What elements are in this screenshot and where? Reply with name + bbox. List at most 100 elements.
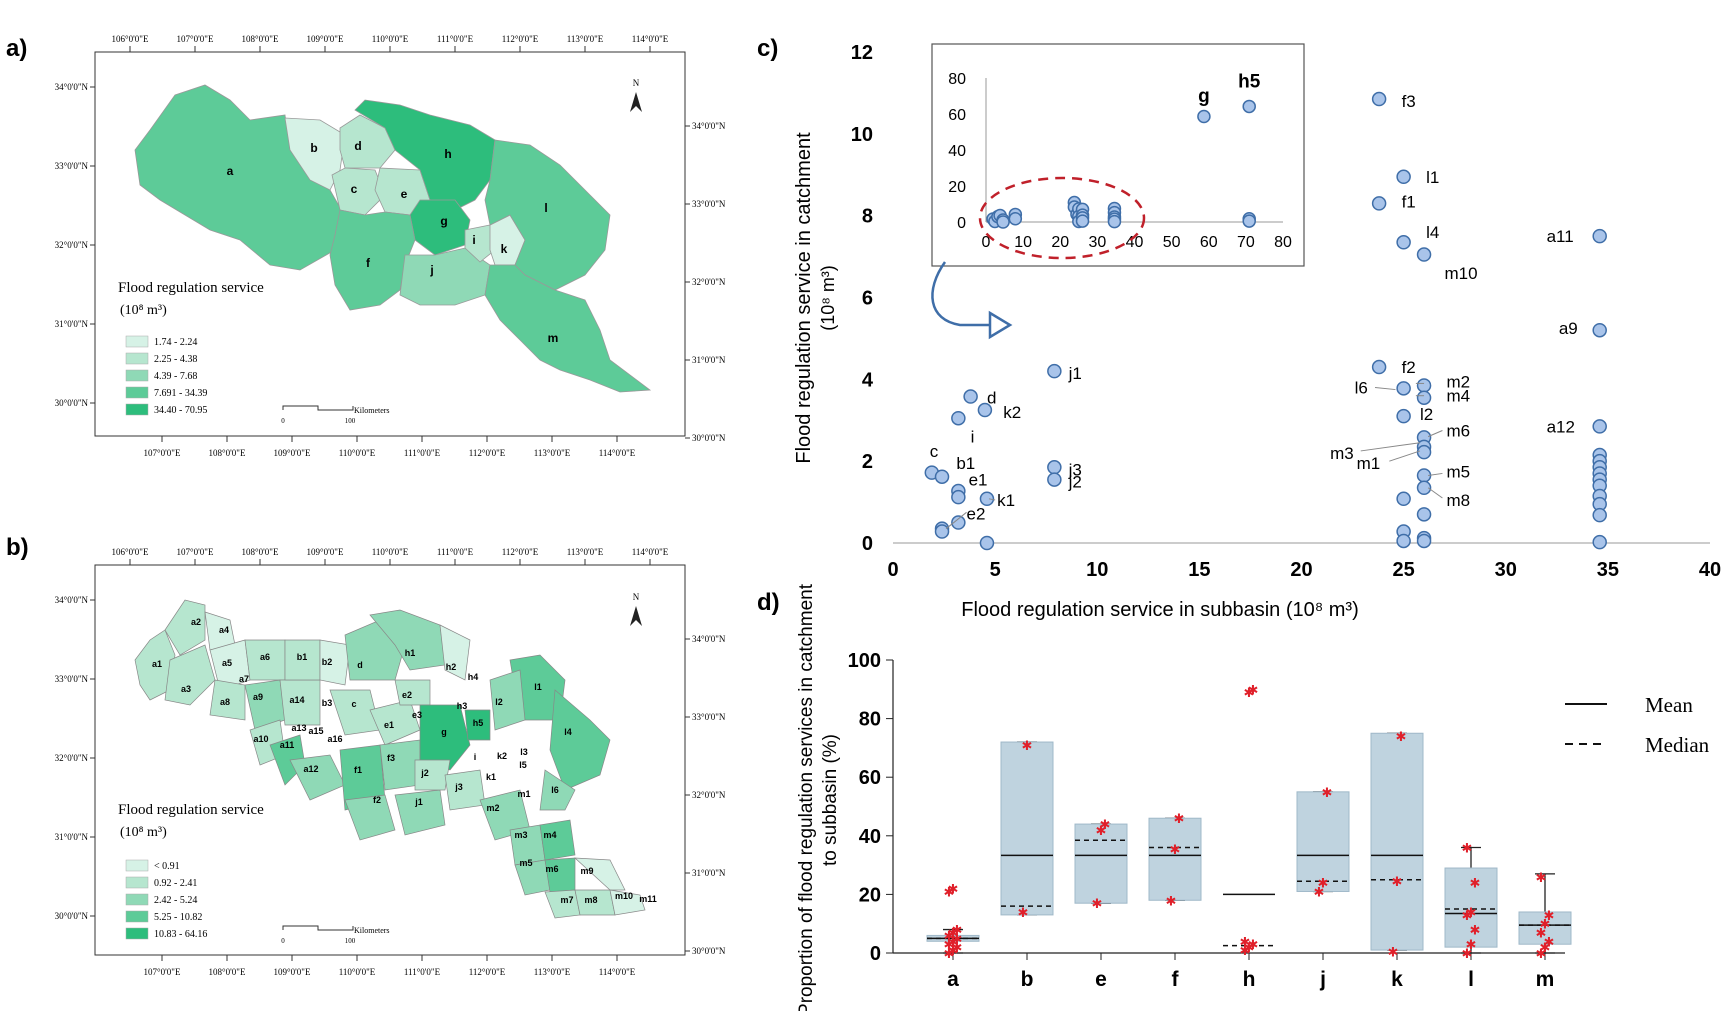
catchment-label: k2 bbox=[497, 751, 507, 761]
box-a: ✱✱✱✱✱✱✱✱✱✱✱ bbox=[926, 882, 980, 961]
catchment-j3 bbox=[444, 769, 486, 811]
point-label: c bbox=[930, 442, 939, 461]
inset-scatter-point bbox=[1197, 109, 1211, 124]
point-label: e1 bbox=[969, 471, 988, 490]
catchment-j1 bbox=[394, 789, 446, 836]
data-point-marker: ✱ bbox=[952, 923, 963, 938]
point-label: j1 bbox=[1068, 364, 1082, 383]
scatter-point bbox=[1416, 507, 1432, 522]
catchment-label: a8 bbox=[220, 697, 230, 707]
catchment-label: e2 bbox=[402, 690, 412, 700]
scatter-point bbox=[1592, 419, 1607, 434]
scatter-c-y-label: Flood regulation service in catchment bbox=[793, 132, 815, 464]
legend-swatch bbox=[125, 859, 149, 872]
catchment-label: l5 bbox=[519, 760, 527, 770]
lat-tick-label: 32°0'0"N bbox=[55, 240, 89, 250]
y-tick-label: 40 bbox=[859, 826, 881, 848]
point-label: f1 bbox=[1402, 192, 1416, 211]
catchment-label: a16 bbox=[327, 734, 342, 744]
subbasin-label: g bbox=[440, 214, 447, 228]
y-label-line: Proportion of flood regulation services … bbox=[796, 583, 817, 1011]
catchment-label: h4 bbox=[468, 672, 479, 682]
lat-tick-label: 31°0'0"N bbox=[692, 868, 726, 878]
inset-scatter-point bbox=[1242, 214, 1256, 228]
x-tick-label: a bbox=[947, 968, 959, 991]
scatter-point bbox=[1592, 534, 1607, 550]
data-point-marker: ✱ bbox=[1240, 934, 1251, 949]
point-label: d bbox=[987, 389, 996, 408]
lat-tick-label: 33°0'0"N bbox=[692, 712, 726, 722]
lon-tick-label: 110°0'0"E bbox=[339, 448, 376, 458]
lon-tick-label: 109°0'0"E bbox=[307, 34, 344, 44]
catchment-e2 bbox=[394, 679, 431, 706]
lat-tick-label: 30°0'0"N bbox=[55, 911, 89, 921]
box-iqr bbox=[1370, 732, 1424, 951]
subbasin-label: c bbox=[351, 182, 358, 196]
x-tick-label: f bbox=[1172, 968, 1180, 991]
inset-x-tick-label: 80 bbox=[1274, 234, 1292, 251]
lat-tick-label: 32°0'0"N bbox=[55, 753, 89, 763]
scatter-point bbox=[1592, 507, 1607, 523]
catchment-label: a11 bbox=[280, 740, 295, 750]
box-f: ✱ ✱ ✱ bbox=[1148, 811, 1202, 908]
lat-tick-label: 34°0'0"N bbox=[692, 121, 726, 131]
catchment-label: l3 bbox=[520, 747, 528, 757]
catchment-a8 bbox=[209, 679, 246, 721]
catchment-label: a2 bbox=[191, 617, 201, 627]
lon-tick-label: 114°0'0"E bbox=[632, 34, 669, 44]
data-point-marker: ✱ bbox=[948, 925, 959, 940]
catchment-label: a15 bbox=[308, 726, 323, 736]
inset-scatter-point bbox=[1242, 99, 1256, 114]
y-tick-label: 0 bbox=[862, 533, 873, 555]
data-point-marker: ✱ bbox=[1166, 893, 1177, 908]
scatter-c-x-label: Flood regulation service in subbasin (10… bbox=[961, 599, 1359, 621]
subbasin-f bbox=[329, 209, 416, 311]
data-point-marker: ✱ bbox=[1170, 842, 1181, 857]
x-tick-label: j bbox=[1319, 968, 1326, 991]
scatter-point bbox=[977, 402, 993, 418]
panel-label-d: d) bbox=[757, 589, 780, 616]
data-point-marker: ✱ bbox=[1470, 923, 1481, 938]
x-tick-label: 20 bbox=[1290, 559, 1312, 581]
scatter-point bbox=[1396, 491, 1411, 507]
catchment-label: f1 bbox=[354, 765, 362, 775]
catchment-label: f3 bbox=[387, 753, 395, 763]
legend-class-label: 2.25 - 4.38 bbox=[154, 354, 197, 365]
point-label: m6 bbox=[1447, 421, 1471, 440]
catchment-label: g bbox=[441, 727, 447, 737]
point-label: k2 bbox=[1003, 403, 1021, 422]
point-label: l6 bbox=[1355, 379, 1368, 398]
point-label: f3 bbox=[1402, 92, 1416, 111]
scatter-point bbox=[951, 410, 966, 426]
zoom-arrowhead-icon bbox=[988, 310, 1013, 340]
lon-tick-label: 111°0'0"E bbox=[437, 547, 474, 557]
lon-tick-label: 112°0'0"E bbox=[469, 967, 506, 977]
data-point-marker: ✱ bbox=[1100, 817, 1111, 832]
scatter-point bbox=[1371, 91, 1387, 107]
leader-line bbox=[1427, 430, 1443, 438]
subbasin-i bbox=[464, 224, 496, 263]
inset-y-tick-label: 0 bbox=[957, 215, 966, 232]
zoom-arrow-icon bbox=[931, 261, 1003, 327]
inset-x-tick-label: 60 bbox=[1200, 234, 1218, 251]
lon-tick-label: 112°0'0"E bbox=[502, 547, 539, 557]
box-d-axes: 0 20 40 60 80 100 a b e f h j k l m bbox=[848, 650, 1565, 991]
scatter-point bbox=[963, 389, 978, 404]
y-tick-label: 60 bbox=[859, 767, 881, 789]
catchment-m4 bbox=[539, 819, 576, 861]
subbasin-label: f bbox=[366, 256, 371, 270]
legend-class-label: 4.39 - 7.68 bbox=[154, 371, 197, 382]
north-arrow-icon bbox=[630, 606, 642, 626]
legend-a-title: Flood regulation service bbox=[118, 280, 264, 296]
inset-x-tick-label: 10 bbox=[1014, 234, 1032, 251]
data-point-marker: ✱ bbox=[944, 946, 955, 961]
catchment-label: a14 bbox=[289, 695, 304, 705]
data-point-marker: ✱ bbox=[1240, 943, 1251, 958]
x-tick-label: 5 bbox=[990, 559, 1001, 581]
lon-tick-label: 106°0'0"E bbox=[112, 34, 149, 44]
inset-y-tick-label: 60 bbox=[948, 107, 966, 124]
catchment-label: l1 bbox=[534, 682, 542, 692]
lat-tick-label: 34°0'0"N bbox=[55, 595, 89, 605]
scatter-point bbox=[1396, 169, 1411, 185]
box-iqr bbox=[1518, 911, 1572, 945]
